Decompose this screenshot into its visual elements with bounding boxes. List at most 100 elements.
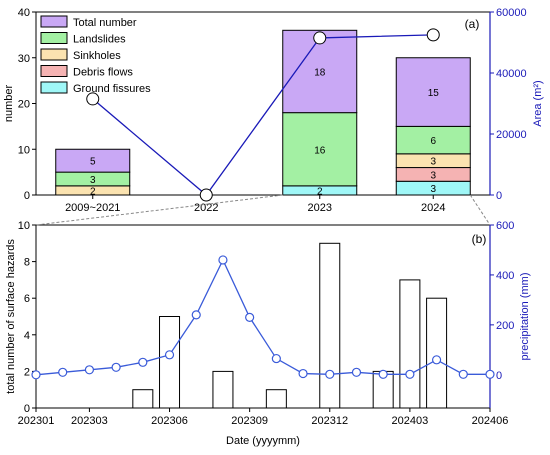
- y-tick-label: 10: [18, 144, 30, 156]
- x-tick-label: 202306: [151, 415, 188, 427]
- y-tick-label: 40: [18, 7, 30, 19]
- x-tick-label: 202403: [392, 415, 429, 427]
- hazard-bar: [159, 316, 181, 409]
- legend-swatch: [40, 81, 68, 94]
- panel-label: (a): [465, 17, 480, 31]
- precipitation-marker: [245, 312, 255, 322]
- precipitation-marker: [138, 357, 148, 367]
- bar-segment-label: 3: [90, 175, 96, 186]
- hazard-bar: [265, 389, 287, 409]
- y2-tick-label: 0: [496, 370, 502, 382]
- precipitation-marker: [218, 255, 228, 265]
- precipitation-marker: [191, 310, 201, 320]
- connector-right: [469, 194, 491, 226]
- y-tick-label: 0: [24, 190, 30, 202]
- y2-tick-label: 400: [496, 270, 514, 282]
- y-axis-label: number: [3, 85, 15, 123]
- y2-tick-label: 40000: [496, 68, 527, 80]
- precipitation-marker: [111, 362, 121, 372]
- y2-axis-label: Area (m²): [532, 80, 544, 126]
- x-tick-label: 2022: [194, 202, 218, 214]
- y-tick-label: 4: [24, 330, 30, 342]
- legend-label: Sinkholes: [73, 50, 121, 62]
- legend-swatch: [40, 15, 68, 28]
- y-tick-label: 0: [24, 403, 30, 415]
- bar-segment-label: 16: [314, 145, 326, 156]
- y2-tick-label: 60000: [496, 7, 527, 19]
- panel-label: (b): [472, 232, 487, 246]
- panel-b: 0 2 4 6 8 10 0 200 400 600 total number of surface…: [5, 220, 531, 447]
- zoom-connectors: [35, 194, 491, 226]
- legend-label: Debris flows: [73, 67, 133, 79]
- y-axis-label: total number of surface hazards: [5, 239, 17, 394]
- area-marker: [86, 92, 100, 106]
- legend-label: Total number: [73, 17, 137, 29]
- x-tick-label: 2024: [421, 202, 445, 214]
- plot-frame: [35, 224, 491, 409]
- bar-segment: [395, 125, 471, 155]
- precipitation-marker: [458, 369, 468, 379]
- bar-segment-label: 6: [430, 136, 436, 147]
- x-tick-label: 202406: [472, 415, 509, 427]
- bar-segment: [282, 112, 358, 187]
- panel-a: 0 10 20 30 40 0 20000 40000 60000 number Area (m²)…: [3, 7, 544, 214]
- precipitation-line: [35, 258, 490, 376]
- bar-segment-label: 2: [317, 186, 323, 197]
- precipitation-marker: [485, 369, 495, 379]
- y2-tick-label: 0: [496, 190, 502, 202]
- bar-segment-label: 18: [314, 67, 326, 78]
- x-axis-label: Date (yyyymm): [226, 435, 300, 447]
- bar-segment-label: 15: [428, 88, 440, 99]
- precipitation-marker: [58, 367, 68, 377]
- precipitation-marker: [298, 368, 308, 379]
- hazard-bar: [212, 370, 234, 409]
- y2-tick-label: 20000: [496, 129, 527, 141]
- bar-segment-label: 3: [430, 184, 436, 195]
- y2-axis-label: precipitation (mm): [519, 272, 531, 360]
- precipitation-marker: [84, 365, 95, 375]
- legend-swatch: [40, 32, 68, 44]
- x-tick-label: 202309: [231, 415, 268, 427]
- legend-label: Landslides: [73, 34, 126, 46]
- legend-label: Ground fissures: [73, 83, 151, 95]
- x-tick-label: 2023: [308, 202, 332, 214]
- area-line: [92, 34, 434, 196]
- connector-left: [35, 194, 283, 226]
- precipitation-marker: [325, 369, 335, 379]
- bar-segment: [395, 57, 471, 127]
- area-marker: [313, 31, 327, 45]
- x-tick-label: 202312: [311, 415, 348, 427]
- y-tick-label: 20: [18, 99, 30, 111]
- legend-swatch: [40, 65, 68, 77]
- y2-tick-label: 200: [496, 320, 514, 332]
- y-tick-label: 30: [18, 53, 30, 65]
- hazard-bar: [132, 389, 154, 409]
- bar-segment-label: 5: [90, 157, 96, 168]
- x-tick-label: 202303: [71, 415, 108, 427]
- hazard-bar: [319, 242, 341, 409]
- area-marker: [199, 188, 213, 202]
- precipitation-marker: [164, 350, 175, 360]
- bar-segment-label: 3: [430, 170, 436, 181]
- y-tick-label: 8: [24, 257, 30, 269]
- legend-swatch: [40, 48, 68, 61]
- y2-tick-label: 600: [496, 220, 514, 232]
- bar-segment-label: 3: [430, 157, 436, 168]
- y-tick-label: 2: [24, 366, 30, 378]
- x-tick-label: 2009~2021: [65, 202, 120, 214]
- hazard-bar: [399, 279, 421, 409]
- precipitation-marker: [271, 353, 281, 364]
- precipitation-marker: [405, 369, 415, 379]
- area-marker: [426, 28, 440, 42]
- bar-segment: [55, 148, 131, 173]
- y-tick-label: 6: [24, 293, 30, 305]
- hazard-bar: [426, 297, 448, 409]
- precipitation-marker: [351, 367, 362, 377]
- bar-segment-label: 2: [90, 186, 96, 197]
- precipitation-marker: [431, 355, 442, 365]
- precipitation-marker: [378, 369, 388, 379]
- precipitation-marker: [31, 370, 41, 380]
- x-tick-label: 202301: [18, 415, 55, 427]
- y-tick-label: 10: [18, 220, 30, 232]
